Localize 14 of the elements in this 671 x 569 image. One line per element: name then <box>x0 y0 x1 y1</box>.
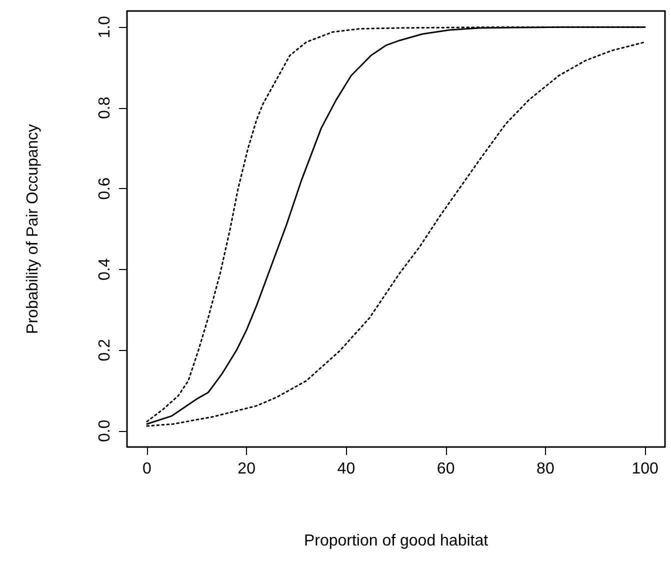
x-tick-label: 20 <box>238 460 256 478</box>
x-axis-title: Proportion of good habitat <box>304 532 489 550</box>
y-tick-label: 1.0 <box>96 16 114 38</box>
x-tick-label: 100 <box>632 460 659 478</box>
y-tick-label: 0.6 <box>96 177 114 200</box>
y-axis-title: Probability of Pair Occupancy <box>24 124 42 334</box>
y-tick-label: 0.8 <box>96 96 114 120</box>
x-tick-label: 80 <box>536 460 554 478</box>
x-tick-label: 0 <box>142 460 152 478</box>
y-tick-label: 0.4 <box>96 258 114 280</box>
y-tick-label: 0.0 <box>96 420 114 442</box>
x-tick-label: 60 <box>436 460 455 478</box>
y-tick-label: 0.2 <box>96 338 114 362</box>
x-tick-label: 40 <box>337 460 356 478</box>
